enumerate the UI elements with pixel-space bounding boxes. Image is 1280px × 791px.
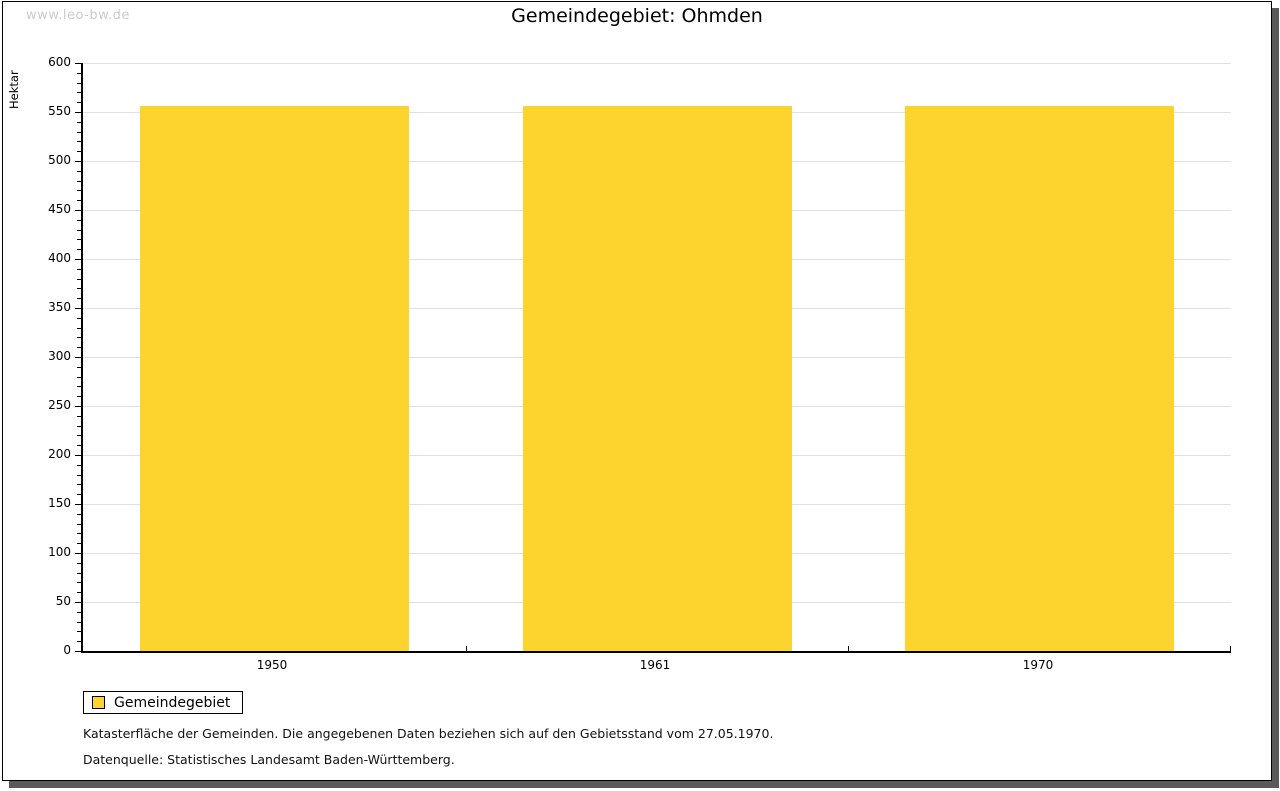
y-minor-tick	[77, 524, 81, 525]
y-tick-label: 500	[48, 153, 71, 167]
legend-label: Gemeindegebiet	[114, 694, 231, 711]
legend-swatch-icon	[92, 696, 105, 709]
y-tick-label: 550	[48, 104, 71, 118]
y-minor-tick	[77, 631, 81, 632]
footnote-data-source: Datenquelle: Statistisches Landesamt Bad…	[83, 752, 455, 767]
bar-1961	[523, 106, 792, 651]
y-tick-label: 450	[48, 202, 71, 216]
y-minor-tick	[77, 347, 81, 348]
y-minor-tick	[77, 141, 81, 142]
y-major-tick	[75, 259, 81, 260]
y-minor-tick	[77, 533, 81, 534]
y-minor-tick	[77, 386, 81, 387]
y-minor-tick	[77, 416, 81, 417]
x-boundary-tick	[1230, 646, 1231, 651]
y-minor-tick	[77, 337, 81, 338]
y-minor-tick	[77, 484, 81, 485]
y-minor-tick	[77, 269, 81, 270]
y-minor-tick	[77, 279, 81, 280]
y-minor-tick	[77, 181, 81, 182]
y-minor-tick	[77, 641, 81, 642]
y-major-tick	[75, 651, 81, 652]
chart-page: www.leo-bw.de Gemeindegebiet: Ohmden Hek…	[2, 1, 1272, 781]
y-minor-tick	[77, 83, 81, 84]
y-minor-tick	[77, 573, 81, 574]
y-minor-tick	[77, 132, 81, 133]
y-major-tick	[75, 406, 81, 407]
y-minor-tick	[77, 200, 81, 201]
bar-1950	[140, 106, 409, 651]
y-tick-label: 350	[48, 300, 71, 314]
y-minor-tick	[77, 298, 81, 299]
y-minor-tick	[77, 563, 81, 564]
y-major-tick	[75, 504, 81, 505]
gridline	[83, 63, 1231, 64]
watermark: www.leo-bw.de	[26, 8, 130, 23]
y-minor-tick	[77, 102, 81, 103]
y-minor-tick	[77, 328, 81, 329]
y-major-tick	[75, 602, 81, 603]
y-major-tick	[75, 210, 81, 211]
y-major-tick	[75, 553, 81, 554]
y-minor-tick	[77, 171, 81, 172]
bar-1970	[905, 106, 1174, 651]
y-minor-tick	[77, 514, 81, 515]
x-boundary-tick	[848, 646, 849, 651]
y-minor-tick	[77, 230, 81, 231]
y-tick-label: 0	[63, 643, 71, 657]
y-tick-label: 200	[48, 447, 71, 461]
y-minor-tick	[77, 592, 81, 593]
y-minor-tick	[77, 543, 81, 544]
y-tick-label: 150	[48, 496, 71, 510]
y-major-tick	[75, 112, 81, 113]
y-minor-tick	[77, 435, 81, 436]
y-tick-label: 600	[48, 55, 71, 69]
y-tick-label: 100	[48, 545, 71, 559]
plot-area	[75, 63, 1231, 653]
x-tick-label: 1970	[1022, 658, 1054, 672]
y-minor-tick	[77, 190, 81, 191]
y-minor-tick	[77, 318, 81, 319]
y-minor-tick	[77, 396, 81, 397]
chart-title: Gemeindegebiet: Ohmden	[511, 5, 763, 27]
y-minor-tick	[77, 151, 81, 152]
y-minor-tick	[77, 426, 81, 427]
y-minor-tick	[77, 367, 81, 368]
y-major-tick	[75, 63, 81, 64]
y-minor-tick	[77, 494, 81, 495]
y-major-tick	[75, 455, 81, 456]
y-minor-tick	[77, 239, 81, 240]
y-minor-tick	[77, 622, 81, 623]
footnote-source-note: Katasterfläche der Gemeinden. Die angege…	[83, 726, 774, 741]
y-major-tick	[75, 161, 81, 162]
y-minor-tick	[77, 220, 81, 221]
legend: Gemeindegebiet	[83, 691, 244, 714]
y-minor-tick	[77, 122, 81, 123]
y-minor-tick	[77, 612, 81, 613]
y-tick-label: 50	[55, 594, 71, 608]
x-axis-labels: 1950 1961 1970	[81, 658, 1231, 674]
y-minor-tick	[77, 73, 81, 74]
y-major-tick	[75, 308, 81, 309]
y-minor-tick	[77, 465, 81, 466]
y-minor-tick	[77, 288, 81, 289]
y-minor-tick	[77, 475, 81, 476]
y-minor-tick	[77, 445, 81, 446]
y-tick-label: 300	[48, 349, 71, 363]
y-tick-label: 400	[48, 251, 71, 265]
x-tick-label: 1950	[256, 658, 288, 672]
y-minor-tick	[77, 92, 81, 93]
y-minor-tick	[77, 249, 81, 250]
y-tick-label: 250	[48, 398, 71, 412]
y-minor-tick	[77, 582, 81, 583]
x-boundary-tick	[466, 646, 467, 651]
y-minor-tick	[77, 377, 81, 378]
y-major-tick	[75, 357, 81, 358]
x-tick-label: 1961	[639, 658, 671, 672]
y-axis-labels: 0 50 100 150 200 250 300 350 400 450 500 550 600	[3, 55, 71, 657]
